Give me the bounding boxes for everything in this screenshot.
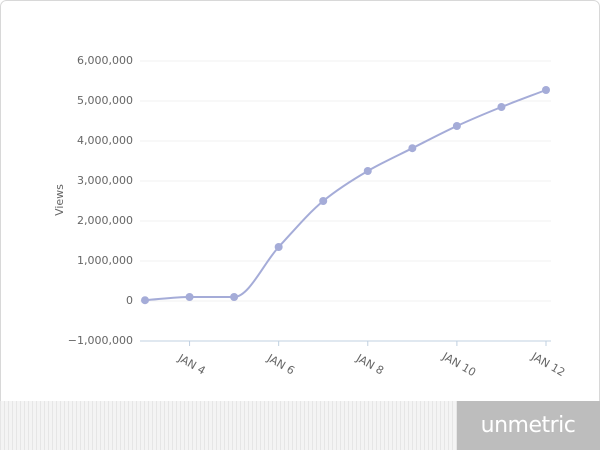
point <box>185 293 194 301</box>
point <box>542 86 550 94</box>
line <box>144 89 547 302</box>
point <box>230 293 239 301</box>
point <box>274 243 283 251</box>
point <box>141 296 149 305</box>
y-tick-label: 4,000,000 <box>77 134 133 147</box>
logo-box <box>457 401 600 450</box>
point <box>319 197 328 205</box>
logo: unmetric <box>481 413 576 438</box>
point <box>452 122 461 130</box>
y-tick-label: 1,000,000 <box>77 254 133 267</box>
footer-band <box>0 401 457 450</box>
point <box>363 167 372 175</box>
point <box>497 103 506 111</box>
y-tick-label: 0 <box>126 294 133 307</box>
y-tick-label: 2,000,000 <box>77 214 133 227</box>
y-tick-label: −1,000,000 <box>68 334 133 347</box>
y-tick-label: 5,000,000 <box>77 94 133 107</box>
y-tick-label: 6,000,000 <box>77 54 133 67</box>
y-tick-label: 3,000,000 <box>77 174 133 187</box>
y-axis-label: Views <box>53 184 66 216</box>
point <box>408 144 417 153</box>
